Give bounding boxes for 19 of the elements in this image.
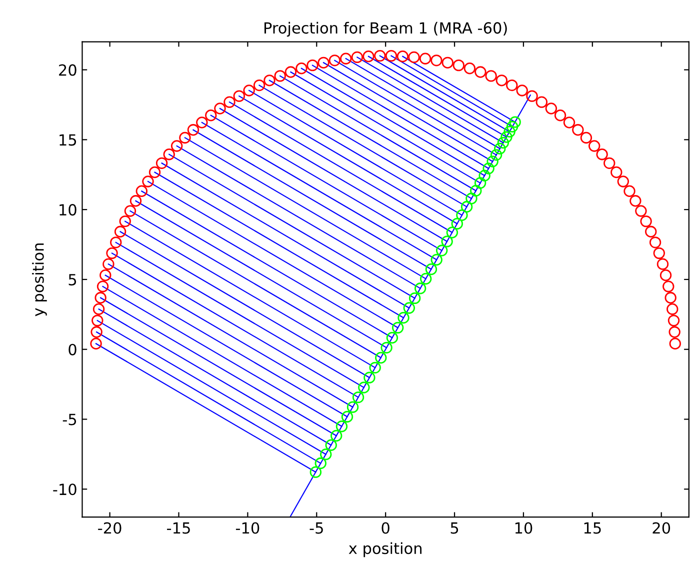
x-tick-label: -15 bbox=[167, 522, 190, 534]
y-axis-title: y position bbox=[32, 244, 47, 316]
y-tick-label: -10 bbox=[53, 484, 76, 496]
x-tick-label: -5 bbox=[310, 522, 323, 534]
y-tick-label: 5 bbox=[68, 274, 76, 286]
x-tick-label: -20 bbox=[98, 522, 122, 534]
x-tick-label: 5 bbox=[450, 522, 458, 534]
chart-title: Projection for Beam 1 (MRA -60) bbox=[264, 22, 507, 37]
y-tick-label: -5 bbox=[62, 414, 76, 426]
x-tick-label: 0 bbox=[382, 522, 390, 534]
x-tick-label: 10 bbox=[515, 522, 532, 534]
y-tick-label: 10 bbox=[60, 204, 76, 216]
y-tick-label: 0 bbox=[68, 344, 76, 356]
y-tick-label: 15 bbox=[60, 134, 76, 146]
x-tick-label: 15 bbox=[584, 522, 601, 534]
x-axis-title: x position bbox=[348, 542, 422, 558]
x-tick-label: 20 bbox=[652, 522, 670, 534]
x-tick-label: -10 bbox=[236, 522, 260, 534]
y-tick-label: 20 bbox=[59, 64, 76, 76]
